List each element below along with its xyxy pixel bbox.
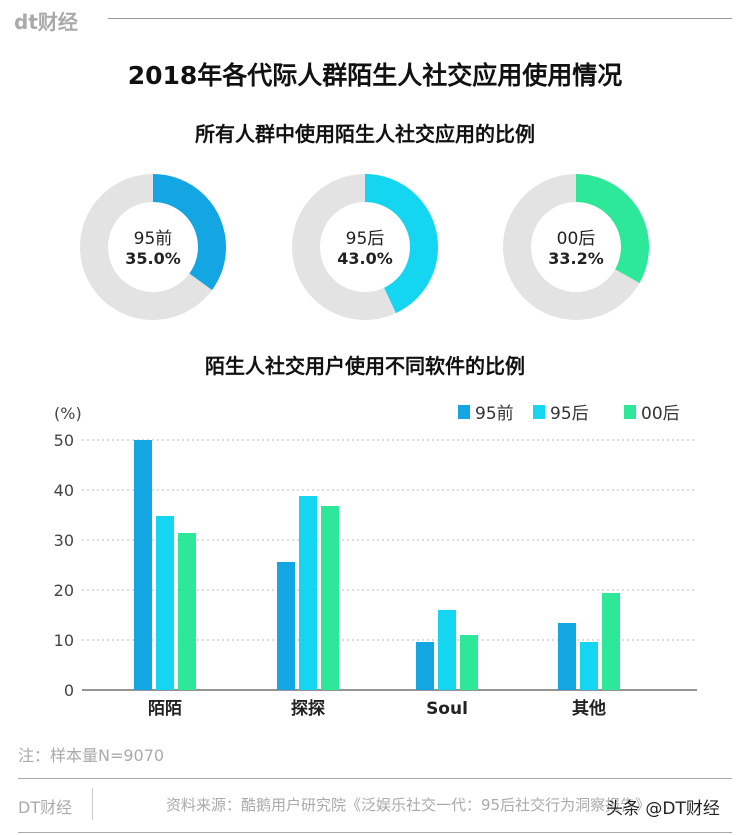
bar-95前-探探 — [277, 562, 295, 690]
y-tick-label: 30 — [54, 531, 74, 550]
legend-swatch — [624, 405, 636, 419]
bar-95前-其他 — [558, 623, 576, 690]
bar-95前-Soul — [416, 642, 434, 690]
donut-segment — [80, 174, 226, 320]
legend-swatch — [458, 405, 470, 419]
bar-00后-陌陌 — [178, 533, 196, 690]
y-tick-label: 10 — [54, 631, 74, 650]
y-tick-label: 0 — [64, 681, 74, 700]
footer-divider — [18, 778, 732, 779]
x-tick-label: 探探 — [291, 698, 325, 719]
page-title: 2018年各代际人群陌生人社交应用使用情况 — [127, 61, 623, 90]
source-text: 资料来源：酷鹅用户研究院《泛娱乐社交一代：95后社交行为洞察报告》 — [166, 796, 651, 814]
bar-95后-Soul — [438, 610, 456, 690]
legend-label: 95前 — [475, 404, 514, 424]
legend-label: 00后 — [641, 404, 680, 424]
bar-95前-陌陌 — [134, 440, 152, 690]
y-tick-label: 20 — [54, 581, 74, 600]
donut-label: 95前 — [134, 229, 173, 249]
sample-note: 注：样本量N=9070 — [18, 746, 165, 765]
brand-logo: dt财经 — [14, 10, 78, 34]
bar-00后-Soul — [460, 635, 478, 690]
x-tick-label: Soul — [426, 699, 468, 719]
bar-95后-陌陌 — [156, 516, 174, 690]
donut-value: 33.2% — [548, 249, 604, 268]
donut-value: 35.0% — [125, 249, 181, 268]
footer-brand: DT财经 — [18, 798, 73, 817]
y-axis-label: (%) — [54, 404, 82, 423]
y-tick-label: 50 — [54, 431, 74, 450]
watermark: 头条 @DT财经 — [606, 799, 720, 819]
bar-00后-其他 — [602, 593, 620, 690]
legend-swatch — [533, 405, 545, 419]
x-tick-label: 其他 — [572, 698, 606, 719]
bar-95后-探探 — [299, 496, 317, 690]
bar-00后-探探 — [321, 506, 339, 690]
footer-separator — [92, 788, 93, 820]
y-tick-label: 40 — [54, 481, 74, 500]
donut-label: 95后 — [346, 229, 385, 249]
header-divider — [108, 18, 732, 19]
donut-label: 00后 — [557, 229, 596, 249]
donut-segment — [292, 174, 438, 320]
donut-section-title: 所有人群中使用陌生人社交应用的比例 — [195, 122, 535, 146]
x-tick-label: 陌陌 — [148, 699, 182, 719]
donut-segment — [503, 174, 649, 320]
bar-95后-其他 — [580, 642, 598, 690]
footer-bottom-divider — [18, 832, 732, 833]
bar-chart-title: 陌生人社交用户使用不同软件的比例 — [205, 354, 525, 378]
legend-label: 95后 — [550, 404, 589, 424]
donut-value: 43.0% — [337, 249, 393, 268]
